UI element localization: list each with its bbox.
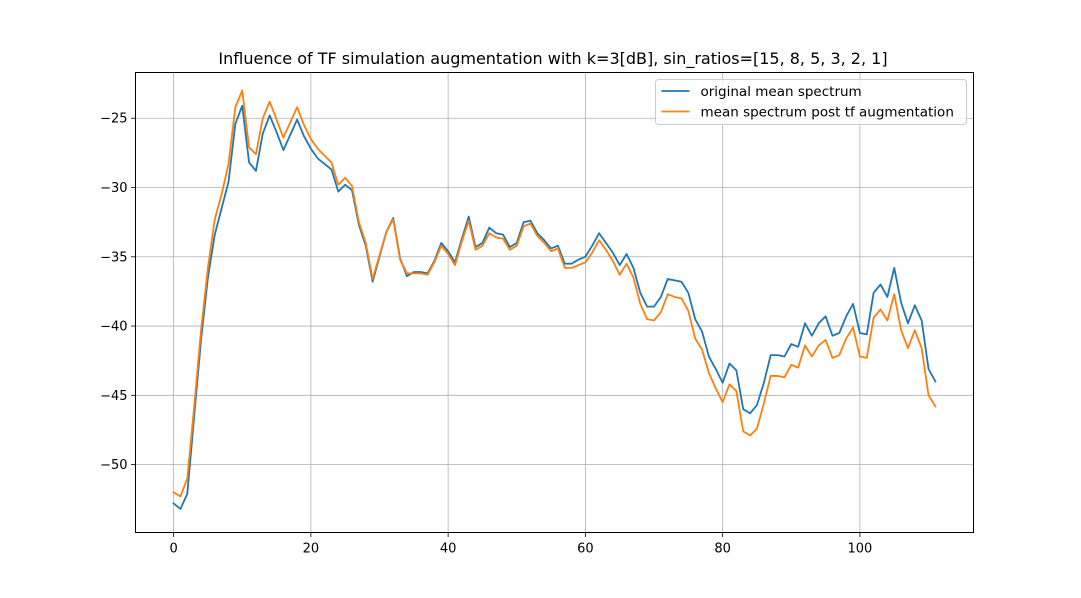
- x-tick-label-5: 100: [847, 542, 872, 557]
- y-tick-label-5: −25: [100, 112, 127, 127]
- chart-title: Influence of TF simulation augmentation …: [218, 49, 887, 69]
- x-tick-label-1: 20: [303, 542, 320, 557]
- x-tick-label-3: 60: [577, 542, 594, 557]
- y-tick-label-1: −45: [100, 389, 127, 404]
- y-tick-label-3: −35: [100, 250, 127, 265]
- legend: original mean spectrum mean spectrum post…: [655, 79, 967, 125]
- y-tick-label-4: −30: [100, 181, 127, 196]
- legend-box: [655, 79, 967, 125]
- axis-ticks: 0 20 40 60 80 100 −50 −45 −40 −35 −30 −25: [100, 112, 872, 557]
- series-line-0: [172, 104, 937, 510]
- plot-frame: [135, 72, 974, 533]
- y-tick-label-0: −50: [100, 458, 127, 473]
- y-tick-label-2: −40: [100, 320, 127, 335]
- legend-label-1: mean spectrum post tf augmentation: [701, 104, 954, 120]
- x-tick-label-4: 80: [714, 542, 731, 557]
- series-line-1: [172, 89, 937, 498]
- x-tick-label-2: 40: [440, 542, 457, 557]
- x-tick-label-0: 0: [169, 542, 177, 557]
- series-layer: [172, 89, 937, 510]
- legend-label-0: original mean spectrum: [701, 84, 862, 100]
